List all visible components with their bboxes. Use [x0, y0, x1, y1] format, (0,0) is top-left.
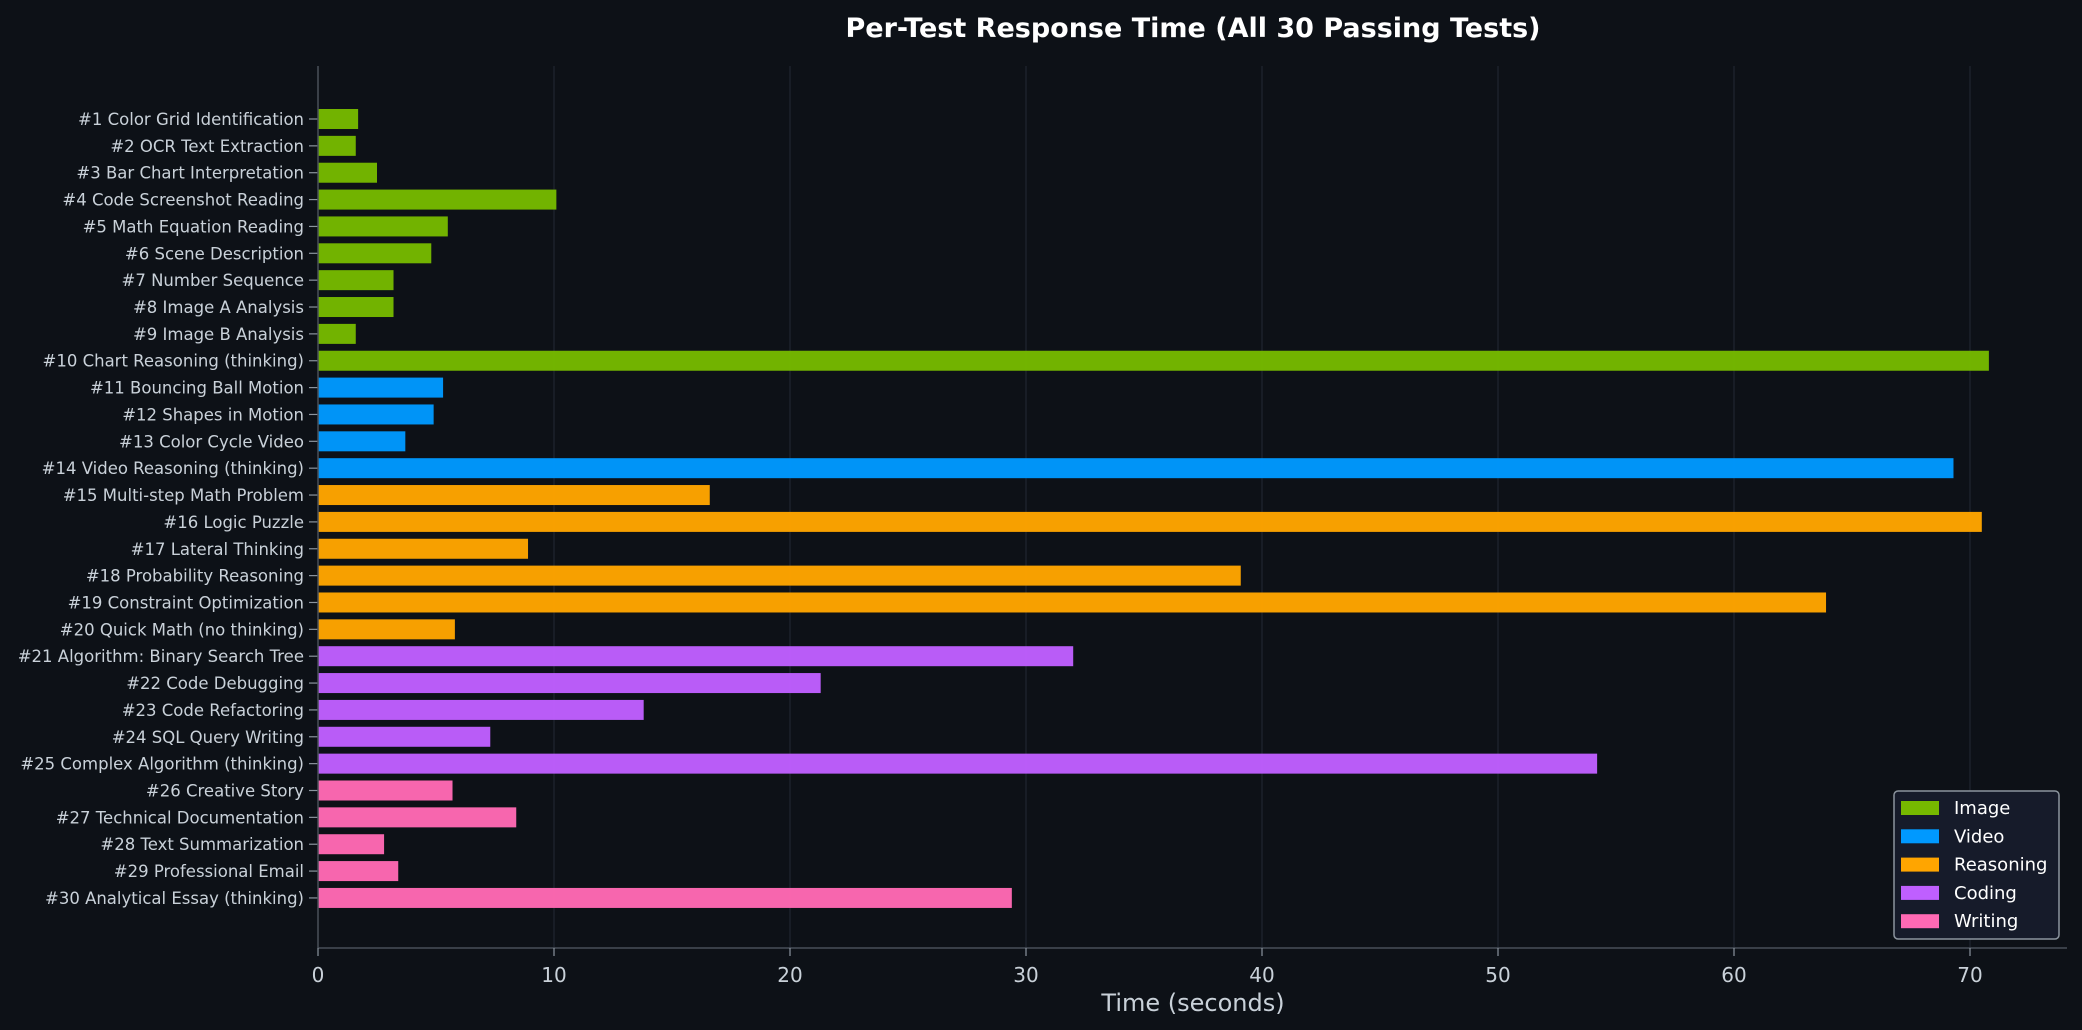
legend-label: Coding: [1954, 883, 2017, 904]
bar: [318, 350, 1989, 371]
legend-box: [1893, 790, 2060, 940]
category-label: #13 Color Cycle Video: [119, 432, 304, 451]
category-label: #6 Scene Description: [125, 244, 304, 263]
x-axis-label: Time (seconds): [1100, 989, 1284, 1017]
category-label: #28 Text Summarization: [100, 835, 304, 854]
category-label: #24 SQL Query Writing: [112, 728, 304, 747]
bar: [318, 565, 1241, 586]
bar: [318, 135, 356, 156]
category-label: #26 Creative Story: [146, 782, 304, 801]
bar: [318, 726, 491, 747]
bar: [318, 189, 557, 210]
bar: [318, 404, 434, 425]
bar: [318, 485, 710, 506]
category-label: #5 Math Equation Reading: [83, 217, 304, 236]
bar: [318, 699, 644, 720]
bar: [318, 431, 406, 452]
axes: [317, 66, 2067, 949]
bar: [318, 243, 432, 264]
category-label: #1 Color Grid Identification: [78, 110, 304, 129]
bar: [318, 216, 448, 237]
bar: [318, 780, 453, 801]
bar: [318, 458, 1954, 479]
bar: [318, 887, 1012, 908]
category-label: #8 Image A Analysis: [133, 298, 304, 317]
bar: [318, 323, 356, 344]
category-label: #30 Analytical Essay (thinking): [45, 889, 304, 908]
x-tick-labels: 0 10 20 30 40 50 60 70: [312, 948, 1983, 987]
legend: Image Video Reasoning Coding Writing: [1893, 790, 2060, 940]
category-label: #27 Technical Documentation: [56, 808, 304, 827]
x-tick-label: 0: [312, 963, 325, 987]
category-label: #29 Professional Email: [114, 862, 304, 881]
legend-swatch: [1901, 801, 1939, 815]
category-label: #11 Bouncing Ball Motion: [90, 379, 304, 398]
category-label: #4 Code Screenshot Reading: [62, 191, 304, 210]
category-label: #12 Shapes in Motion: [122, 405, 304, 424]
category-label: #15 Multi-step Math Problem: [63, 486, 304, 505]
bar: [318, 592, 1827, 613]
legend-swatch: [1901, 857, 1939, 872]
bar: [318, 297, 394, 318]
legend-swatch: [1901, 914, 1939, 929]
legend-swatch: [1901, 829, 1939, 844]
category-label: #23 Code Refactoring: [122, 701, 304, 720]
category-label: #9 Image B Analysis: [133, 325, 304, 344]
category-label: #17 Lateral Thinking: [131, 540, 304, 559]
chart-title: Per-Test Response Time (All 30 Passing T…: [845, 13, 1540, 44]
x-tick-label: 20: [777, 963, 802, 987]
legend-label: Image: [1954, 798, 2010, 819]
category-label: #14 Video Reasoning (thinking): [42, 459, 304, 478]
category-label: #25 Complex Algorithm (thinking): [20, 755, 304, 774]
bar: [318, 377, 444, 398]
bar: [318, 834, 385, 855]
legend-swatch: [1901, 885, 1939, 900]
bar-group: [318, 109, 1989, 908]
category-label: #22 Code Debugging: [126, 674, 304, 693]
bar: [318, 673, 821, 694]
category-labels: #1 Color Grid Identification #2 OCR Text …: [18, 110, 318, 908]
x-tick-label: 60: [1721, 963, 1746, 987]
category-label: #10 Chart Reasoning (thinking): [43, 352, 304, 371]
legend-label: Video: [1954, 826, 2004, 847]
category-label: #18 Probability Reasoning: [86, 567, 304, 586]
x-tick-label: 10: [541, 963, 566, 987]
category-label: #16 Logic Puzzle: [163, 513, 304, 532]
category-label: #21 Algorithm: Binary Search Tree: [18, 647, 304, 666]
bar: [318, 162, 377, 183]
category-label: #3 Bar Chart Interpretation: [76, 164, 304, 183]
category-label: #2 OCR Text Extraction: [110, 137, 304, 156]
bar: [318, 109, 359, 129]
bar: [318, 861, 399, 882]
x-tick-label: 30: [1013, 963, 1038, 987]
legend-label: Reasoning: [1954, 855, 2047, 876]
bar: [318, 538, 529, 559]
bar: [318, 807, 517, 828]
bar: [318, 753, 1598, 774]
category-label: #19 Constraint Optimization: [68, 593, 304, 612]
bar: [318, 511, 1982, 532]
legend-label: Writing: [1954, 911, 2018, 932]
bar: [318, 646, 1074, 667]
x-tick-label: 70: [1957, 963, 1982, 987]
bar: [318, 619, 455, 640]
x-tick-label: 50: [1485, 963, 1510, 987]
bar: [318, 270, 394, 291]
category-label: #7 Number Sequence: [122, 271, 304, 290]
category-label: #20 Quick Math (no thinking): [60, 620, 304, 639]
x-tick-label: 40: [1249, 963, 1274, 987]
